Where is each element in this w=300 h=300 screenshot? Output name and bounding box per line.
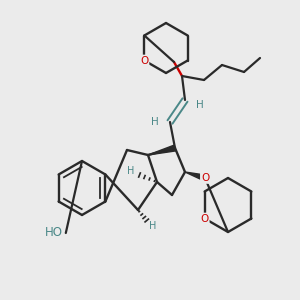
Text: O: O bbox=[200, 214, 209, 224]
Polygon shape bbox=[148, 145, 176, 155]
Text: O: O bbox=[201, 173, 209, 183]
Text: H: H bbox=[151, 117, 159, 127]
Polygon shape bbox=[185, 172, 206, 181]
Text: H: H bbox=[127, 166, 135, 176]
Text: H: H bbox=[196, 100, 204, 110]
Text: H: H bbox=[149, 221, 157, 231]
Text: HO: HO bbox=[45, 226, 63, 239]
Text: O: O bbox=[140, 56, 148, 65]
